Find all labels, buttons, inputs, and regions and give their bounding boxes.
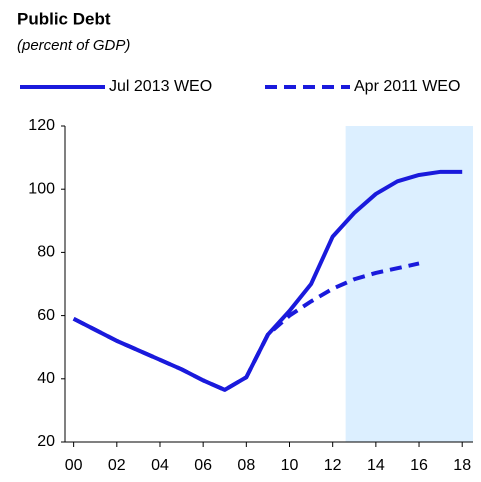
x-tick-label: 04 — [151, 457, 169, 474]
legend-label: Apr 2011 WEO — [354, 78, 460, 95]
x-tick-label: 00 — [65, 457, 83, 474]
x-tick-label: 08 — [237, 457, 255, 474]
y-tick-label: 60 — [37, 307, 55, 324]
x-tick-label: 06 — [194, 457, 212, 474]
legend-label: Jul 2013 WEO — [109, 78, 212, 95]
chart-title: Public Debt — [17, 9, 111, 28]
y-tick-label: 80 — [37, 244, 55, 261]
series-line — [72, 261, 420, 392]
x-tick-label: 12 — [324, 457, 342, 474]
y-tick-label: 120 — [28, 117, 55, 134]
y-tick-label: 40 — [37, 370, 55, 387]
y-tick-label: 20 — [37, 433, 55, 450]
x-tick-label: 14 — [367, 457, 385, 474]
x-tick-label: 10 — [281, 457, 299, 474]
x-tick-label: 16 — [410, 457, 428, 474]
x-tick-label: 02 — [108, 457, 126, 474]
chart-subtitle: (percent of GDP) — [17, 37, 130, 54]
y-tick-label: 100 — [28, 180, 55, 197]
x-tick-label: 18 — [453, 457, 471, 474]
